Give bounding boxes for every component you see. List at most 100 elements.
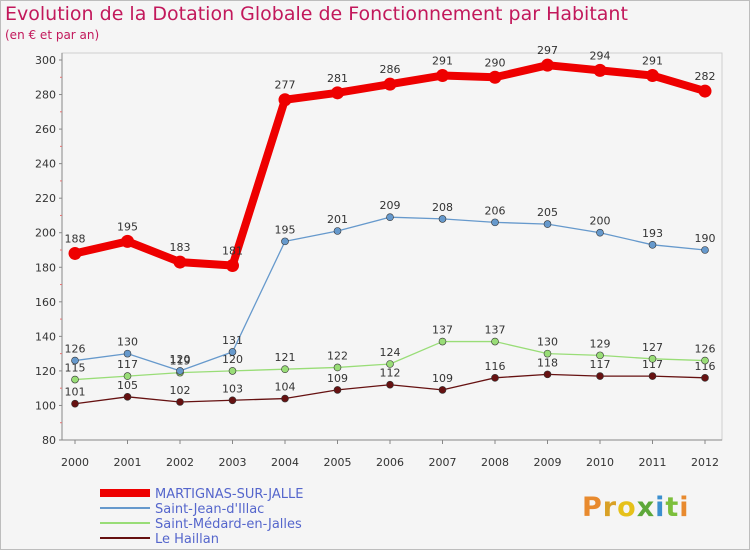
data-point: [541, 58, 554, 72]
data-point: [71, 399, 79, 408]
data-label: 137: [432, 324, 453, 337]
y-tick-label: 80: [42, 434, 56, 447]
data-label: 104: [275, 381, 296, 394]
data-label: 129: [590, 337, 611, 350]
data-label: 195: [117, 220, 138, 233]
data-label: 281: [327, 72, 348, 85]
data-point: [228, 367, 237, 375]
legend-label: Le Haillan: [155, 532, 219, 547]
data-point: [646, 69, 659, 83]
data-label: 208: [432, 201, 453, 214]
data-point: [278, 93, 292, 107]
data-point: [333, 227, 342, 235]
x-tick-label: 2004: [271, 456, 299, 469]
data-label: 130: [117, 336, 138, 349]
data-point: [123, 349, 132, 358]
data-label: 105: [117, 379, 138, 392]
data-point: [123, 372, 132, 380]
data-label: 297: [537, 44, 558, 57]
x-tick-label: 2003: [219, 456, 247, 469]
data-label: 200: [590, 215, 611, 228]
data-label: 116: [485, 360, 506, 373]
data-point: [701, 246, 709, 254]
data-label: 120: [222, 353, 243, 366]
data-point: [596, 228, 604, 237]
data-point: [123, 393, 132, 401]
x-tick-label: 2009: [534, 456, 562, 469]
data-label: 188: [65, 232, 86, 245]
data-point: [491, 374, 499, 382]
data-label: 286: [380, 63, 401, 76]
y-tick-label: 300: [35, 54, 56, 67]
data-point: [176, 367, 184, 375]
y-tick-label: 140: [35, 330, 56, 343]
data-label: 103: [222, 382, 243, 395]
data-point: [596, 372, 604, 380]
x-tick-label: 2010: [586, 456, 614, 469]
data-label: 277: [275, 79, 296, 92]
data-point: [596, 351, 604, 360]
data-label: 109: [432, 372, 453, 385]
y-tick-label: 220: [35, 192, 56, 205]
data-label: 195: [275, 223, 296, 236]
data-label: 130: [537, 336, 558, 349]
data-label: 291: [432, 55, 453, 68]
proxiti-logo: Proxiti: [582, 492, 689, 523]
y-tick-label: 120: [35, 365, 56, 378]
data-point: [491, 337, 499, 346]
data-point: [436, 69, 449, 83]
data-label: 118: [537, 356, 558, 369]
data-point: [701, 374, 709, 382]
data-point: [488, 70, 502, 84]
data-point: [226, 259, 239, 273]
data-point: [701, 356, 709, 365]
data-label: 117: [590, 358, 611, 371]
data-point: [281, 365, 289, 373]
legend-label: Saint-Jean-d'Illac: [155, 502, 264, 517]
data-label: 206: [485, 204, 506, 217]
data-label: 112: [380, 367, 401, 380]
x-tick-label: 2011: [639, 456, 667, 469]
y-tick-label: 100: [35, 399, 56, 412]
data-point: [386, 213, 394, 221]
x-tick-label: 2007: [429, 456, 457, 469]
data-point: [438, 386, 447, 394]
data-point: [281, 394, 289, 403]
y-tick-label: 260: [35, 123, 56, 136]
data-label: 119: [170, 355, 191, 368]
data-point: [71, 356, 79, 365]
data-point: [438, 337, 447, 346]
data-point: [543, 220, 552, 228]
data-point: [648, 355, 657, 363]
data-point: [383, 77, 397, 91]
legend-label: Saint-Médard-en-Jalles: [155, 517, 302, 532]
data-label: 126: [65, 343, 86, 356]
data-label: 117: [117, 358, 138, 371]
y-tick-label: 160: [35, 296, 56, 309]
data-point: [543, 349, 552, 358]
data-point: [593, 63, 607, 77]
data-label: 181: [222, 245, 243, 258]
data-label: 190: [695, 232, 716, 245]
data-label: 120: [170, 353, 191, 366]
data-label: 127: [642, 341, 663, 354]
x-tick-label: 2000: [61, 456, 89, 469]
data-label: 117: [642, 358, 663, 371]
data-label: 201: [327, 213, 348, 226]
data-point: [71, 375, 79, 384]
data-point: [543, 370, 552, 379]
data-point: [228, 348, 237, 356]
data-point: [176, 398, 184, 406]
data-point: [121, 234, 134, 248]
data-point: [648, 372, 657, 380]
x-tick-label: 2006: [376, 456, 404, 469]
data-label: 290: [485, 56, 506, 69]
data-label: 183: [170, 241, 191, 254]
data-label: 102: [170, 384, 191, 397]
data-label: 209: [380, 199, 401, 212]
x-tick-label: 2002: [166, 456, 194, 469]
data-point: [333, 363, 342, 372]
y-tick-label: 200: [35, 227, 56, 240]
